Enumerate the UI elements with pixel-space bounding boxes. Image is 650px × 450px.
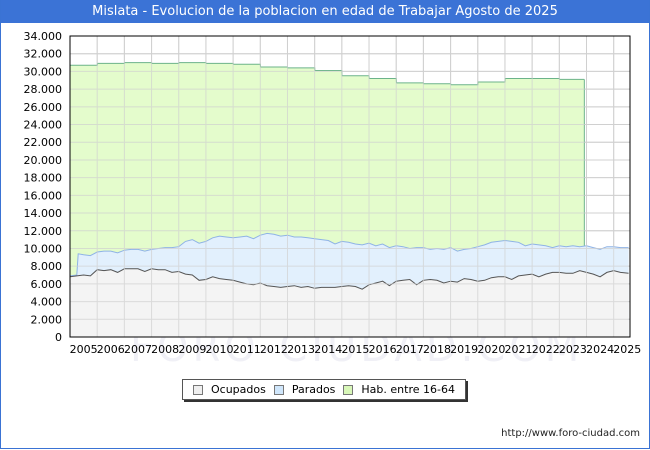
y-tick-label: 4.000: [31, 296, 63, 309]
x-axis-ticks: 2005 2006 2007 2008 2009 2010 2011 2012 2013 2014…: [70, 343, 642, 356]
x-tick-label: 2008: [151, 343, 179, 356]
legend-label-hab: Hab. entre 16-64: [361, 383, 455, 396]
x-tick-label: 2011: [233, 343, 261, 356]
x-tick-label: 2014: [314, 343, 342, 356]
y-tick-label: 14.000: [24, 207, 63, 220]
x-tick-label: 2021: [505, 343, 533, 356]
x-tick-label: 2005: [70, 343, 98, 356]
y-tick-label: 0: [55, 331, 62, 344]
y-tick-label: 12.000: [24, 225, 63, 238]
legend-item-parados: Parados: [273, 383, 336, 396]
legend-swatch-ocupados: [192, 384, 203, 395]
x-tick-label: 2015: [341, 343, 369, 356]
legend-swatch-parados: [273, 384, 284, 395]
x-tick-label: 2013: [287, 343, 315, 356]
y-tick-label: 18.000: [24, 172, 63, 185]
y-tick-label: 6.000: [31, 278, 63, 291]
x-tick-label: 2006: [97, 343, 125, 356]
y-tick-label: 2.000: [31, 313, 63, 326]
legend-swatch-hab: [343, 384, 354, 395]
x-tick-label: 2024: [586, 343, 614, 356]
legend-label-ocupados: Ocupados: [210, 383, 266, 396]
chart-legend: Ocupados Parados Hab. entre 16-64: [182, 379, 466, 400]
y-tick-label: 8.000: [31, 260, 63, 273]
y-tick-label: 22.000: [24, 136, 63, 149]
x-tick-label: 2007: [124, 343, 152, 356]
source-url: http://www.foro-ciudad.com: [501, 428, 640, 439]
y-tick-label: 24.000: [24, 119, 63, 132]
data-areas: [69, 35, 630, 338]
y-tick-label: 16.000: [24, 189, 63, 202]
y-tick-label: 34.000: [24, 30, 63, 43]
y-tick-label: 28.000: [24, 83, 63, 96]
x-tick-label: 2010: [206, 343, 234, 356]
legend-item-hab: Hab. entre 16-64: [343, 383, 455, 396]
legend-label-parados: Parados: [291, 383, 336, 396]
y-tick-label: 20.000: [24, 154, 63, 167]
x-tick-label: 2016: [369, 343, 397, 356]
x-tick-label: 2025: [613, 343, 641, 356]
x-tick-label: 2020: [477, 343, 505, 356]
x-tick-label: 2009: [178, 343, 206, 356]
y-tick-label: 26.000: [24, 101, 63, 114]
x-tick-label: 2022: [532, 343, 560, 356]
plot-border: [69, 35, 631, 338]
x-tick-label: 2018: [423, 343, 451, 356]
x-tick-label: 2019: [450, 343, 478, 356]
x-tick-label: 2023: [559, 343, 587, 356]
x-tick-label: 2012: [260, 343, 288, 356]
chart-title: Mislata - Evolucion de la poblacion en e…: [0, 0, 650, 23]
y-tick-label: 30.000: [24, 65, 63, 78]
y-axis-ticks: 0 2.000 4.000 6.000 8.000 10.000 12.000 14.000 1…: [24, 30, 63, 344]
x-tick-label: 2017: [396, 343, 424, 356]
y-tick-label: 32.000: [24, 48, 63, 61]
y-tick-label: 10.000: [24, 242, 63, 255]
legend-item-ocupados: Ocupados: [192, 383, 266, 396]
